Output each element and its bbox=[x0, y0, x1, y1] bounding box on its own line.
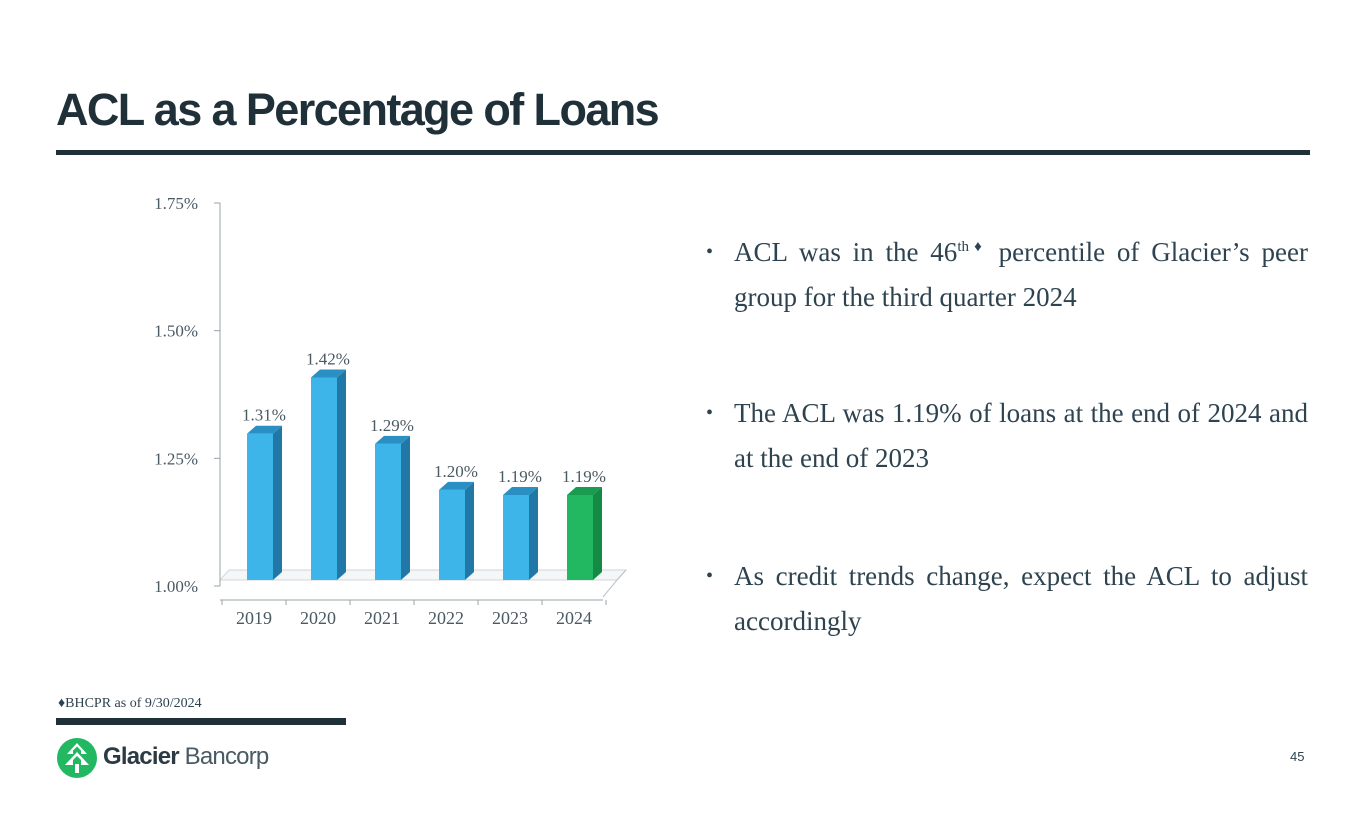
x-tick-label: 2022 bbox=[428, 608, 464, 628]
bar-top bbox=[439, 481, 474, 490]
bullet-item: • As credit trends change, expect the AC… bbox=[706, 554, 1308, 644]
data-label: 1.31% bbox=[242, 406, 286, 425]
bar-highlight bbox=[567, 494, 593, 580]
glacier-tree-icon bbox=[57, 738, 97, 778]
data-label: 1.20% bbox=[434, 462, 478, 481]
bar bbox=[503, 494, 529, 580]
bar-top bbox=[311, 369, 346, 378]
bullet-dot: • bbox=[706, 565, 714, 587]
bullet-item: • ACL was in the 46th♦ percentile of Gla… bbox=[706, 230, 1308, 320]
bar-side bbox=[401, 435, 410, 580]
logo-wordmark: Glacier Bancorp bbox=[103, 743, 270, 771]
data-label: 1.42% bbox=[306, 350, 350, 369]
bar bbox=[247, 433, 273, 580]
bullet-item: • The ACL was 1.19% of loans at the end … bbox=[706, 391, 1308, 481]
bar bbox=[375, 443, 401, 580]
chart-floor-edge bbox=[602, 579, 618, 598]
footnote: ♦BHCPR as of 9/30/2024 bbox=[58, 696, 202, 711]
bar-side bbox=[529, 486, 538, 580]
footer-divider bbox=[56, 718, 346, 725]
x-tick-label: 2024 bbox=[556, 608, 592, 628]
bar-top bbox=[567, 486, 602, 495]
data-label: 1.19% bbox=[562, 467, 606, 486]
bullet-text: As credit trends change, expect the ACL … bbox=[734, 561, 1308, 636]
chart-floor-edge bbox=[616, 569, 627, 581]
bar-side bbox=[273, 425, 282, 580]
y-tick-label: 1.25% bbox=[154, 449, 198, 468]
bullet-dot: • bbox=[706, 241, 714, 263]
page-number: 45 bbox=[1290, 749, 1305, 764]
bar bbox=[311, 377, 337, 580]
x-tick-label: 2019 bbox=[236, 608, 272, 628]
bar-top bbox=[247, 425, 282, 434]
y-tick-label: 1.00% bbox=[154, 577, 198, 596]
bar-side bbox=[593, 486, 602, 580]
bullet-text-part: ACL was in the 46 bbox=[734, 237, 958, 267]
page-title: ACL as a Percentage of Loans bbox=[56, 84, 660, 135]
x-tick-label: 2020 bbox=[300, 608, 336, 628]
bar-top bbox=[375, 435, 410, 444]
bullet-text: ACL was in the 46th♦ percentile of Glaci… bbox=[734, 230, 1308, 320]
percentile-superscript: th♦ bbox=[957, 239, 987, 255]
y-tick-label: 1.75% bbox=[154, 194, 198, 213]
data-label: 1.19% bbox=[498, 467, 542, 486]
bar bbox=[439, 489, 465, 580]
data-label: 1.29% bbox=[370, 416, 414, 435]
logo-brand-bold: Glacier bbox=[103, 743, 180, 770]
logo-brand-light: Bancorp bbox=[184, 743, 270, 770]
bullet-dot: • bbox=[706, 402, 714, 424]
bar-top bbox=[503, 486, 538, 495]
bar-side bbox=[465, 481, 474, 580]
x-tick-label: 2023 bbox=[492, 608, 528, 628]
y-tick-label: 1.50% bbox=[154, 322, 198, 341]
bullet-text: The ACL was 1.19% of loans at the end of… bbox=[734, 398, 1308, 473]
bar-side bbox=[337, 369, 346, 580]
bullet-text-part: percentile of Glacier’s peer group for t… bbox=[734, 237, 1308, 312]
title-divider bbox=[56, 150, 1310, 155]
x-tick-label: 2021 bbox=[364, 608, 400, 628]
